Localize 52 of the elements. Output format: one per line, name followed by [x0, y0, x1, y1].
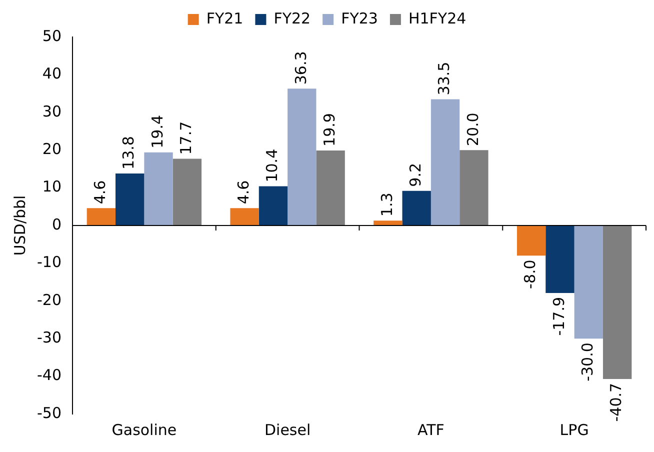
- legend-label: FY23: [341, 9, 378, 28]
- x-tick-label: Diesel: [264, 420, 311, 439]
- data-label: -8.0: [521, 260, 540, 289]
- y-tick-label: 20: [42, 140, 62, 158]
- data-label: 13.8: [120, 136, 138, 170]
- y-tick-label: -20: [37, 290, 62, 309]
- y-tick-label: 10: [42, 178, 62, 196]
- data-label: -17.9: [550, 296, 568, 336]
- y-tick-label: 50: [42, 26, 62, 45]
- data-label: 17.7: [177, 121, 196, 155]
- legend-label: FY22: [274, 9, 311, 28]
- y-tick-label: -30: [37, 328, 62, 346]
- data-label: 33.5: [435, 62, 454, 96]
- bar: [602, 226, 632, 379]
- y-tick-label: -40: [37, 366, 62, 384]
- bar: [516, 226, 546, 256]
- bar: [288, 88, 316, 226]
- data-label: 19.9: [320, 113, 338, 146]
- bar: [258, 186, 288, 226]
- data-label: 10.4: [263, 148, 282, 182]
- data-label: 4.6: [234, 180, 252, 204]
- bar: [144, 152, 173, 226]
- data-label: 19.4: [148, 114, 166, 148]
- legend-label: H1FY24: [408, 9, 466, 28]
- bar: [230, 208, 259, 226]
- y-tick-label: 30: [42, 102, 62, 120]
- x-tick-label: LPG: [560, 420, 589, 439]
- bar: [460, 150, 488, 226]
- legend-label: FY21: [206, 9, 244, 28]
- data-label: 20.0: [464, 112, 482, 146]
- y-tick-label: -50: [37, 404, 62, 422]
- y-tick-label: 0: [52, 215, 62, 234]
- data-label: 4.6: [91, 180, 110, 204]
- bar: [86, 208, 116, 226]
- data-label: 1.3: [378, 192, 396, 217]
- bar: [116, 173, 144, 226]
- data-label: 9.2: [406, 162, 424, 187]
- bar: [316, 150, 345, 226]
- data-label: 36.3: [292, 51, 310, 85]
- bar: [430, 99, 460, 226]
- bar: [546, 226, 574, 293]
- data-label: -30.0: [578, 342, 597, 382]
- bar: [402, 190, 431, 226]
- y-tick-label: 40: [42, 64, 62, 83]
- bar: [374, 220, 402, 226]
- bar: [574, 226, 603, 339]
- x-tick-label: ATF: [417, 420, 444, 439]
- x-tick-label: Gasoline: [112, 420, 177, 439]
- y-tick-label: -10: [37, 253, 62, 272]
- y-axis-title: USD/bbl: [10, 195, 29, 256]
- bar: [172, 158, 202, 226]
- data-label: -40.7: [607, 382, 626, 422]
